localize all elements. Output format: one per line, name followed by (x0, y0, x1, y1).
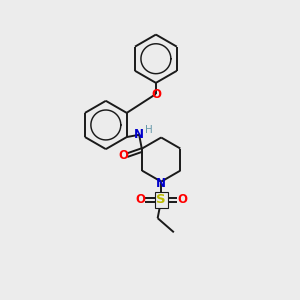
Text: O: O (135, 194, 145, 206)
Text: O: O (177, 194, 187, 206)
Text: N: N (156, 177, 166, 190)
Text: O: O (151, 88, 161, 100)
Text: H: H (145, 125, 152, 135)
Text: N: N (134, 128, 144, 141)
Text: S: S (156, 194, 166, 206)
Text: O: O (118, 149, 128, 162)
